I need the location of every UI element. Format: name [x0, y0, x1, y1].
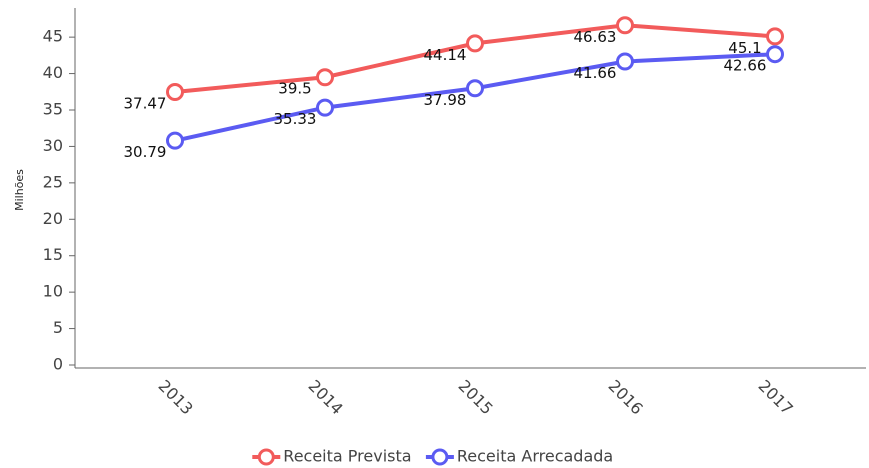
data-label: 35.33	[274, 110, 317, 128]
point	[466, 79, 484, 98]
y-tick-label: 20	[43, 209, 63, 228]
point	[316, 68, 334, 87]
data-label: 37.47	[124, 95, 167, 113]
y-axis-label: Milhões	[13, 169, 26, 211]
data-label: 44.14	[424, 46, 467, 64]
data-label: 45.1	[728, 39, 761, 57]
data-label: 37.98	[424, 91, 467, 109]
y-tick-label: 0	[53, 355, 63, 374]
x-tick-label: 2015	[455, 376, 497, 418]
legend-label: Receita Arrecadada	[457, 447, 613, 466]
x-tick-label: 2013	[155, 376, 197, 418]
point	[166, 131, 184, 150]
x-tick-label: 2014	[305, 376, 347, 418]
data-label: 42.66	[724, 57, 767, 75]
data-label: 41.66	[574, 64, 617, 82]
y-tick-label: 35	[43, 100, 63, 119]
data-label: 46.63	[574, 28, 617, 46]
y-tick-label: 30	[43, 136, 63, 155]
point	[166, 83, 184, 102]
point	[616, 16, 634, 35]
y-tick-label: 5	[53, 318, 63, 337]
point	[766, 27, 784, 46]
data-label: 39.5	[278, 80, 311, 98]
point	[766, 45, 784, 64]
point	[616, 52, 634, 71]
y-tick-label: 45	[43, 27, 63, 46]
legend-marker	[257, 448, 275, 466]
point	[316, 98, 334, 117]
data-label: 30.79	[124, 143, 167, 161]
legend-label: Receita Prevista	[283, 447, 411, 466]
y-tick-label: 40	[43, 63, 63, 82]
x-tick-label: 2016	[605, 376, 647, 418]
y-tick-label: 25	[43, 172, 63, 191]
series-line	[174, 52, 776, 143]
y-tick-label: 10	[43, 282, 63, 301]
point	[466, 34, 484, 53]
x-tick-label: 2017	[755, 376, 797, 418]
legend-marker	[431, 448, 449, 466]
y-tick-label: 15	[43, 245, 63, 264]
